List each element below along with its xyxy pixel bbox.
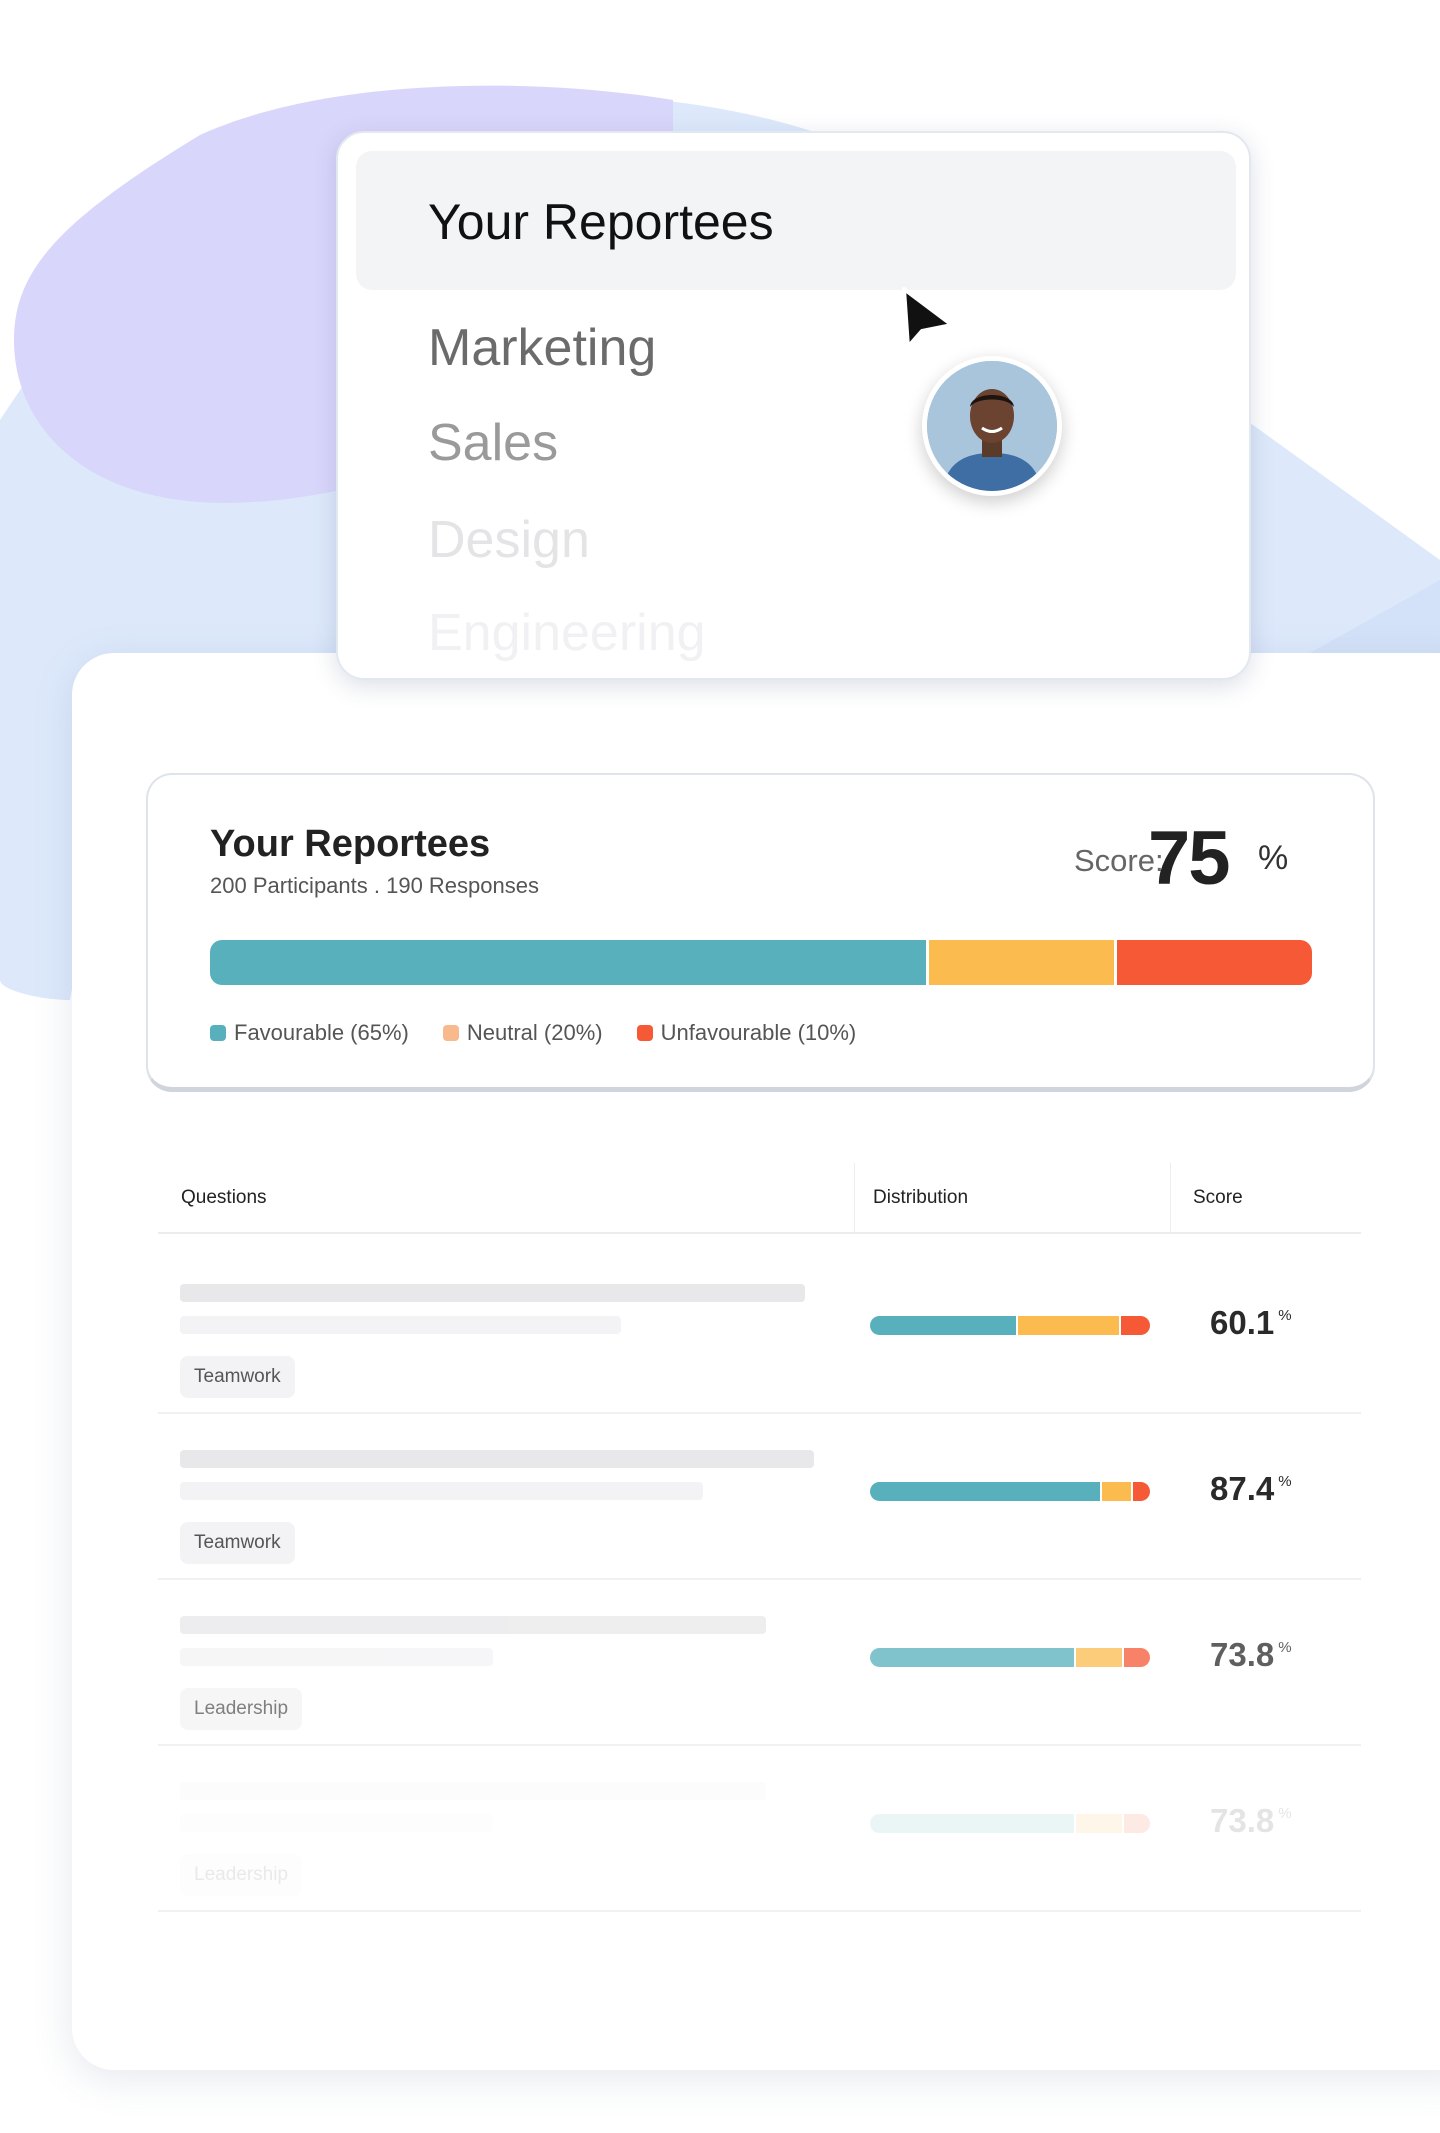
row-distribution-bar <box>870 1482 1150 1501</box>
distribution-bar <box>210 940 1312 985</box>
distribution-legend: Favourable (65%) Neutral (20%) Unfavourabl… <box>210 1020 856 1046</box>
column-header-score[interactable]: Score <box>1193 1186 1243 1208</box>
distribution-segment <box>870 1814 1075 1833</box>
distribution-segment <box>210 940 927 985</box>
distribution-segment <box>870 1482 1101 1501</box>
column-header-distribution[interactable]: Distribution <box>873 1186 969 1208</box>
distribution-segment <box>926 940 1114 985</box>
summary-subtitle: 200 Participants . 190 Responses <box>210 873 539 898</box>
row-score-unit: % <box>1278 1639 1292 1656</box>
score-value: 75 <box>1148 816 1231 901</box>
question-text-placeholder <box>180 1482 703 1500</box>
category-tag: Leadership <box>180 1854 303 1896</box>
legend-label: Favourable (65%) <box>234 1020 409 1045</box>
distribution-segment <box>1130 1482 1150 1501</box>
row-score-value: 73.8 <box>1210 1802 1275 1839</box>
question-text-placeholder <box>180 1814 493 1832</box>
distribution-segment <box>1074 1814 1122 1833</box>
table-row[interactable]: Leadership 73.8% <box>158 1580 1361 1746</box>
column-divider <box>854 1163 855 1232</box>
row-score: 60.1% <box>1210 1304 1292 1342</box>
legend-item: Unfavourable (10%) <box>636 1020 857 1046</box>
row-distribution-bar <box>870 1648 1150 1667</box>
legend-item: Favourable (65%) <box>210 1020 409 1046</box>
header-divider <box>158 1232 1361 1234</box>
dropdown-item-engineering[interactable]: Engineering <box>428 604 706 662</box>
row-distribution-bar <box>870 1316 1150 1335</box>
distribution-segment <box>1119 1316 1150 1335</box>
distribution-segment <box>1074 1648 1122 1667</box>
row-score-value: 73.8 <box>1210 1636 1275 1673</box>
question-text-placeholder <box>180 1648 493 1666</box>
row-score: 73.8% <box>1210 1636 1292 1674</box>
legend-swatch <box>442 1025 459 1041</box>
table-row[interactable]: Teamwork 60.1% <box>158 1234 1361 1414</box>
distribution-segment <box>1121 1648 1150 1667</box>
row-score: 87.4% <box>1210 1470 1292 1508</box>
survey-results-card: Your Reportees 200 Participants . 190 Re… <box>72 653 1440 2070</box>
row-score: 73.8% <box>1210 1802 1292 1840</box>
dropdown-item-sales[interactable]: Sales <box>428 414 559 472</box>
row-score-unit: % <box>1278 1473 1292 1490</box>
distribution-segment <box>1100 1482 1131 1501</box>
row-distribution-bar <box>870 1814 1150 1833</box>
reportees-dropdown: Your Reportees Marketing Sales Design En… <box>336 131 1251 680</box>
distribution-segment <box>870 1316 1016 1335</box>
dropdown-header-label: Your Reportees <box>428 194 774 250</box>
column-divider <box>1170 1163 1171 1232</box>
question-text-placeholder <box>180 1316 621 1334</box>
dropdown-item-design[interactable]: Design <box>428 511 590 569</box>
dropdown-item-marketing[interactable]: Marketing <box>428 319 657 377</box>
legend-swatch <box>210 1025 226 1041</box>
distribution-segment <box>1121 1814 1150 1833</box>
table-row[interactable]: Leadership 73.8% <box>158 1746 1361 1912</box>
question-text-placeholder <box>180 1284 805 1302</box>
table-row[interactable]: Teamwork 87.4% <box>158 1414 1361 1580</box>
distribution-segment <box>1113 940 1312 985</box>
category-tag: Teamwork <box>180 1522 295 1564</box>
column-header-questions[interactable]: Questions <box>181 1186 267 1208</box>
legend-item: Neutral (20%) <box>442 1020 603 1046</box>
summary-title: Your Reportees <box>210 823 491 865</box>
score-label: Score: <box>1074 843 1164 878</box>
row-score-unit: % <box>1278 1307 1292 1324</box>
legend-swatch <box>636 1025 653 1041</box>
distribution-segment <box>870 1648 1075 1667</box>
score-unit: % <box>1258 839 1289 877</box>
category-tag: Leadership <box>180 1688 303 1730</box>
row-score-value: 60.1 <box>1210 1304 1275 1341</box>
legend-label: Neutral (20%) <box>466 1020 603 1045</box>
distribution-segment <box>1015 1316 1120 1335</box>
question-text-placeholder <box>180 1616 766 1634</box>
legend-label: Unfavourable (10%) <box>660 1020 857 1045</box>
category-tag: Teamwork <box>180 1356 295 1398</box>
summary-card: Your Reportees 200 Participants . 190 Re… <box>146 773 1375 1092</box>
question-text-placeholder <box>180 1450 814 1468</box>
user-avatar <box>922 356 1062 496</box>
mouse-pointer-icon <box>902 287 954 349</box>
row-score-unit: % <box>1278 1805 1292 1822</box>
row-score-value: 87.4 <box>1210 1470 1275 1507</box>
question-text-placeholder <box>180 1782 766 1800</box>
dropdown-selected-item[interactable]: Your Reportees <box>356 151 1236 290</box>
